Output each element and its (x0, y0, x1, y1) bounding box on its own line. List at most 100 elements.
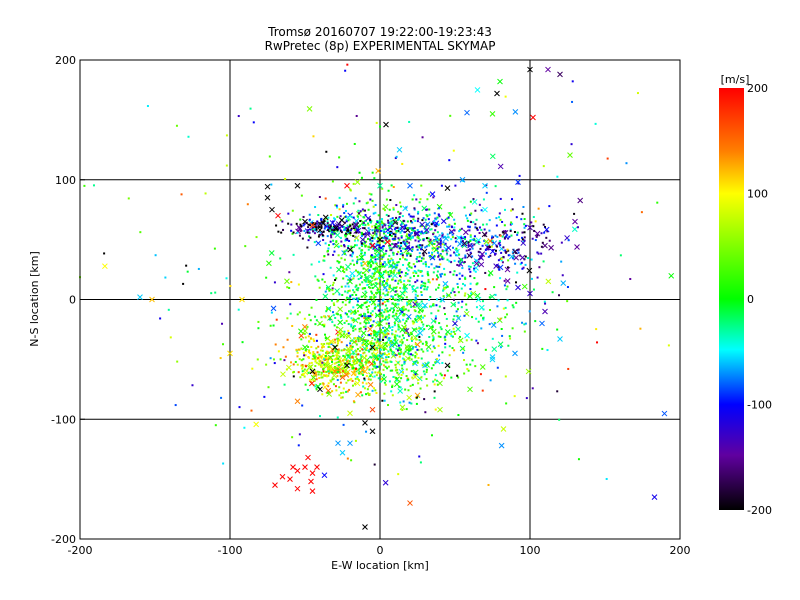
data-point-dot (371, 313, 374, 316)
data-point-dot (379, 262, 382, 265)
data-point-dot (451, 289, 454, 292)
data-point-dot (409, 384, 412, 387)
data-point-dot (369, 275, 372, 278)
data-point-dot (444, 338, 447, 341)
data-point-dot (488, 274, 491, 277)
data-point-cross (275, 212, 281, 219)
data-point-dot (428, 255, 431, 258)
data-point-dot (412, 322, 415, 325)
data-point-dot (420, 257, 423, 260)
data-point-dot (369, 264, 372, 267)
data-point-dot (399, 258, 402, 261)
data-point-dot (355, 224, 358, 227)
data-point-dot (428, 208, 431, 211)
data-point-dot (379, 280, 382, 283)
data-point-dot (436, 265, 439, 268)
data-point-dot (561, 274, 564, 277)
data-point-dot (390, 342, 393, 345)
data-point-dot (418, 327, 421, 330)
data-point-dot (342, 277, 345, 280)
data-point-dot (336, 416, 339, 419)
data-point-cross (362, 419, 368, 426)
data-point-dot (365, 430, 368, 433)
data-point-dot (214, 291, 217, 294)
data-point-dot (328, 223, 331, 226)
data-point-dot (436, 379, 439, 382)
data-point-dot (401, 215, 404, 218)
data-point-dot (411, 288, 414, 291)
data-point-dot (327, 372, 330, 375)
data-point-dot (366, 201, 369, 204)
data-point-dot (509, 229, 512, 232)
data-point-dot (443, 307, 446, 310)
data-point-dot (523, 239, 526, 242)
data-point-dot (523, 223, 526, 226)
data-point-cross (378, 247, 385, 254)
data-point-dot (398, 228, 401, 231)
data-point-dot (452, 318, 455, 321)
data-point-dot (379, 315, 382, 318)
data-point-dot (484, 248, 487, 251)
data-point-dot (545, 236, 548, 239)
data-point-dot (421, 244, 424, 247)
data-point-dot (320, 371, 323, 374)
data-point-dot (431, 251, 434, 254)
data-point-dot (517, 182, 520, 185)
data-point-dot (402, 353, 405, 356)
data-point-cross (512, 350, 518, 357)
data-point-dot (321, 376, 324, 379)
data-point-dot (382, 368, 385, 371)
data-point-dot (341, 366, 344, 369)
data-point-dot (417, 210, 420, 213)
data-point-dot (435, 265, 438, 268)
data-point-dot (300, 225, 303, 228)
data-point-dot (454, 184, 457, 187)
data-point-dot (399, 231, 402, 234)
data-point-dot (406, 240, 409, 243)
data-point-dot (327, 253, 330, 256)
data-point-dot (381, 309, 384, 312)
data-point-dot (373, 237, 376, 240)
data-point-dot (433, 219, 436, 222)
data-point-dot (364, 315, 367, 318)
data-point-dot (399, 253, 402, 256)
data-point-dot (422, 350, 425, 353)
data-point-dot (403, 291, 406, 294)
data-point-dot (362, 365, 365, 368)
data-point-dot (429, 238, 432, 241)
data-point-dot (511, 198, 514, 201)
data-point-dot (167, 308, 170, 311)
data-point-dot (388, 287, 391, 290)
data-point-dot (182, 282, 185, 285)
data-point-dot (343, 226, 346, 229)
data-point-dot (355, 114, 358, 117)
data-point-dot (318, 196, 321, 199)
data-point-dot (441, 361, 444, 364)
data-point-cross (567, 152, 573, 158)
data-point-dot (366, 222, 369, 225)
data-point-dot (449, 333, 452, 336)
data-point-dot (504, 95, 507, 98)
data-point-dot (405, 327, 408, 330)
data-point-dot (252, 121, 255, 124)
data-point-dot (389, 230, 392, 233)
data-point-cross (417, 307, 424, 313)
data-point-dot (424, 227, 427, 230)
data-point-dot (423, 232, 426, 235)
data-point-dot (377, 330, 380, 333)
data-point-cross (149, 296, 155, 303)
data-point-dot (414, 355, 417, 358)
data-point-dot (498, 216, 501, 219)
data-point-cross (344, 362, 350, 369)
data-point-dot (347, 289, 350, 292)
data-point-dot (374, 229, 377, 232)
data-point-dot (403, 329, 406, 332)
data-point-dot (515, 281, 518, 284)
data-point-dot (369, 219, 372, 222)
data-point-dot (400, 241, 403, 244)
data-point-dot (546, 349, 549, 352)
data-point-dot (395, 298, 398, 301)
grid (80, 60, 680, 539)
data-point-dot (366, 366, 369, 369)
data-point-dot (327, 368, 330, 371)
